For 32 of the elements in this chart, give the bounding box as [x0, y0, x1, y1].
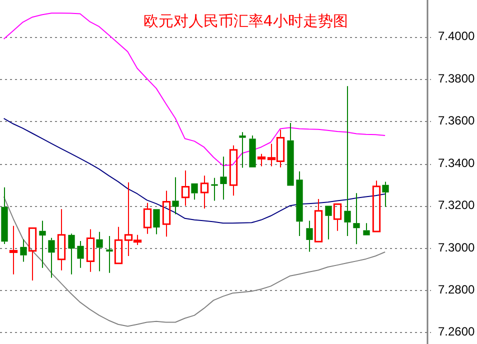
y-tick-label: 7.2600 [438, 324, 476, 339]
candlestick [353, 192, 360, 245]
candlestick [96, 231, 103, 272]
y-tick-label: 7.3600 [438, 114, 476, 128]
candlestick [20, 238, 27, 262]
candlestick [363, 222, 370, 236]
candlestick [48, 237, 55, 278]
candlestick [77, 240, 84, 268]
candlestick [106, 235, 113, 274]
y-tick-label: 7.3800 [438, 71, 476, 86]
candlestick [211, 177, 218, 202]
candlestick [287, 122, 294, 186]
candlestick [220, 156, 227, 200]
candlestick [153, 209, 160, 235]
candlestick [296, 170, 303, 236]
text: 欧元对人民币汇率4小时走势图 [143, 12, 348, 30]
candlestick [68, 233, 75, 275]
candlestick [344, 86, 351, 236]
y-tick-label: 7.3200 [438, 198, 476, 212]
candlestick [39, 220, 46, 268]
y-tick-label: 7.3400 [438, 156, 476, 170]
candlestick [382, 181, 389, 208]
y-tick-label: 7.3000 [438, 240, 476, 254]
candlestick [191, 183, 198, 200]
y-tick-label: 7.2800 [438, 282, 476, 296]
y-tick-label: 7.4000 [438, 29, 476, 44]
candlestick [1, 186, 8, 244]
candlestick [249, 134, 256, 168]
candlestick [239, 132, 246, 168]
candlestick [325, 206, 332, 240]
candlestick [172, 176, 179, 215]
candlestick [306, 220, 313, 252]
